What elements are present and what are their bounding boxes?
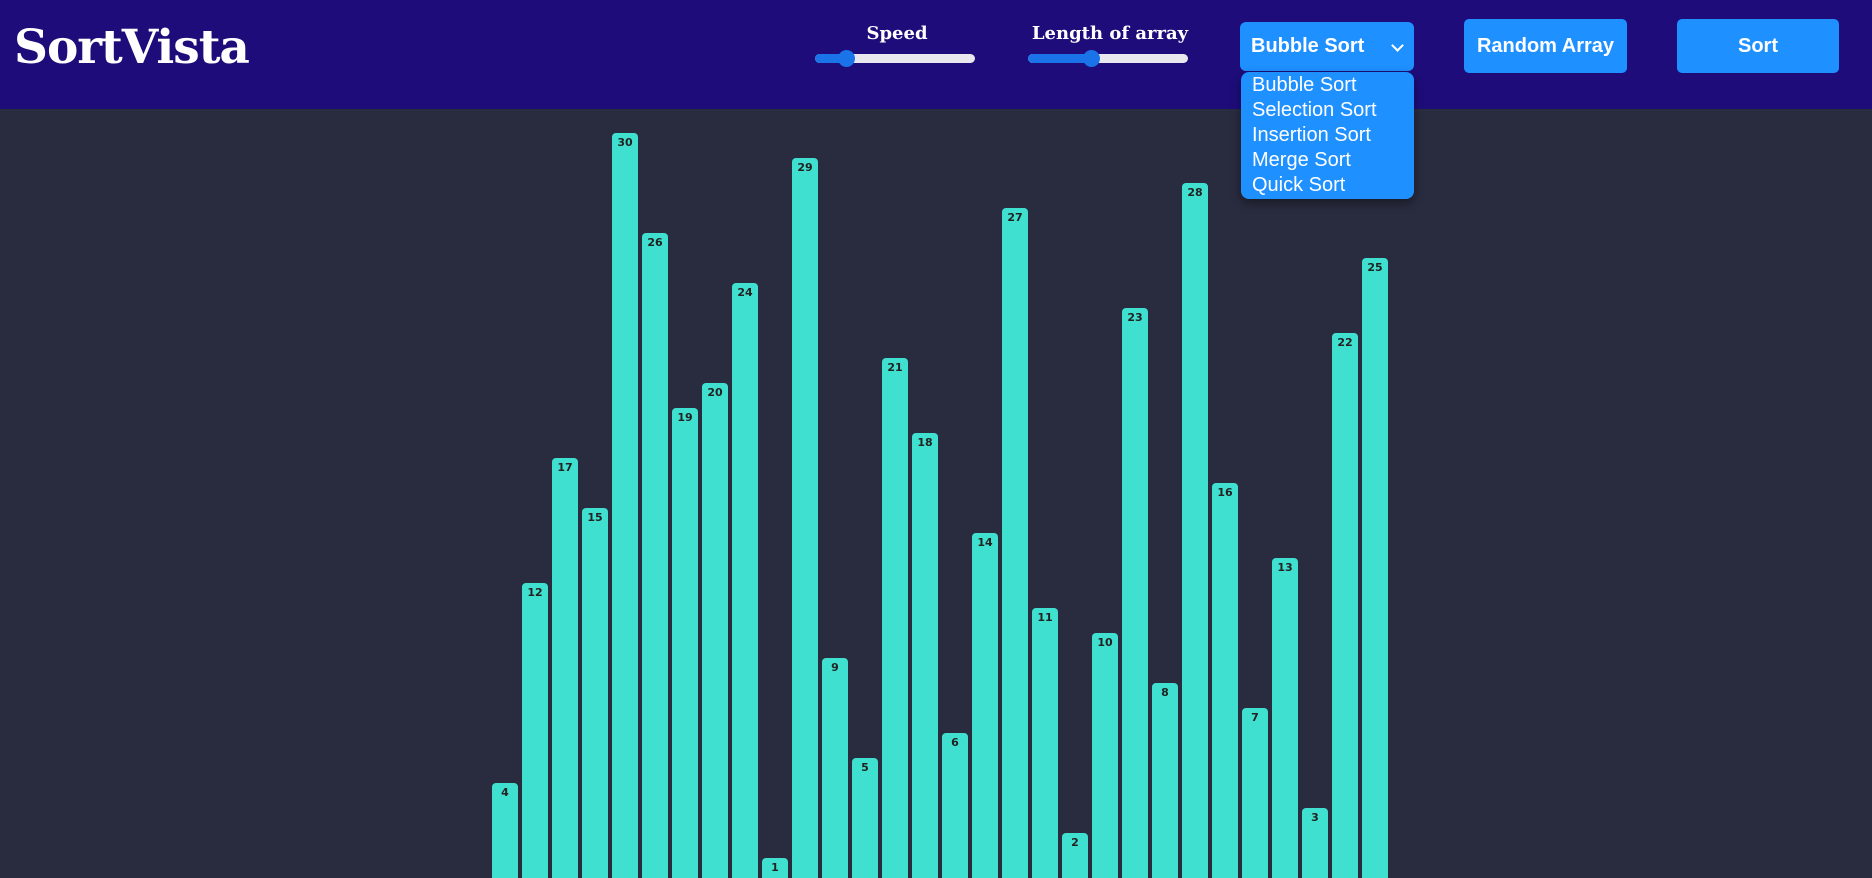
random-array-button[interactable]: Random Array	[1464, 19, 1627, 73]
array-bar	[852, 758, 878, 878]
bar-value-label: 11	[1037, 611, 1052, 624]
array-bar	[1302, 808, 1328, 878]
bar-value-label: 17	[557, 461, 572, 474]
array-bar	[1272, 558, 1298, 878]
array-bar	[582, 508, 608, 878]
array-bar	[1152, 683, 1178, 878]
bar-value-label: 12	[527, 586, 542, 599]
chevron-down-icon	[1391, 39, 1404, 52]
array-bar	[972, 533, 998, 878]
bar-value-label: 16	[1217, 486, 1233, 499]
array-bar	[1062, 833, 1088, 878]
array-bar-chart: 4 12 17 15 30 26 19 20 24 1 29 9 5 21 18 6 14 27 11 2 10 23 8 2…	[492, 133, 1388, 878]
speed-slider[interactable]	[815, 50, 975, 67]
array-bar	[1122, 308, 1148, 878]
array-bar	[1332, 333, 1358, 878]
speed-control: Speed	[815, 21, 979, 71]
bar-value-label: 10	[1097, 636, 1113, 649]
array-bar	[672, 408, 698, 878]
bar-value-label: 4	[501, 786, 509, 799]
bar-value-label: 5	[861, 761, 869, 774]
bar-value-label: 28	[1187, 186, 1202, 199]
length-slider[interactable]	[1028, 50, 1188, 67]
app-title: SortVista	[14, 20, 250, 75]
array-bar	[642, 233, 668, 878]
array-bar	[1182, 183, 1208, 878]
bar-value-label: 14	[977, 536, 993, 549]
dropdown-option-quick-sort[interactable]: Quick Sort	[1252, 174, 1346, 196]
bar-value-label: 6	[951, 736, 959, 749]
length-slider-thumb[interactable]	[1082, 50, 1100, 67]
bar-value-label: 20	[707, 386, 723, 399]
array-bar	[552, 458, 578, 878]
array-bar	[522, 583, 548, 878]
array-bar	[1032, 608, 1058, 878]
speed-label: Speed	[866, 23, 928, 44]
array-bar	[702, 383, 728, 878]
length-slider-fill	[1028, 54, 1091, 63]
algorithm-select-value: Bubble Sort	[1251, 35, 1365, 57]
bar-value-label: 18	[917, 436, 932, 449]
bar-value-label: 15	[587, 511, 602, 524]
array-bar	[792, 158, 818, 878]
header-bar: SortVista Speed Length of array Bubble S…	[0, 0, 1872, 109]
bar-value-label: 26	[647, 236, 663, 249]
array-bar	[1092, 633, 1118, 878]
dropdown-option-insertion-sort[interactable]: Insertion Sort	[1252, 124, 1371, 146]
bar-value-label: 30	[617, 136, 633, 149]
array-bar	[732, 283, 758, 878]
bar-value-label: 23	[1127, 311, 1142, 324]
bar-value-label: 2	[1071, 836, 1079, 849]
array-bar	[942, 733, 968, 878]
algorithm-dropdown-menu: Bubble Sort Selection Sort Insertion Sor…	[1241, 72, 1414, 199]
bar-value-label: 9	[831, 661, 839, 674]
bar-value-label: 25	[1367, 261, 1382, 274]
bar-value-label: 7	[1251, 711, 1259, 724]
bar-value-label: 29	[797, 161, 812, 174]
array-bar	[822, 658, 848, 878]
bar-value-label: 1	[771, 861, 779, 874]
bar-value-label: 3	[1311, 811, 1319, 824]
array-bar	[762, 858, 788, 878]
bar-value-label: 19	[677, 411, 692, 424]
array-bar	[1362, 258, 1388, 878]
array-bar	[1242, 708, 1268, 878]
bar-value-label: 27	[1007, 211, 1022, 224]
speed-slider-thumb[interactable]	[838, 50, 856, 67]
length-control: Length of array	[1028, 21, 1192, 71]
algorithm-select[interactable]: Bubble Sort	[1240, 22, 1414, 71]
bar-value-label: 24	[737, 286, 753, 299]
sort-button[interactable]: Sort	[1677, 19, 1839, 73]
array-bar	[1212, 483, 1238, 878]
speed-slider-fill	[815, 54, 847, 63]
array-bar	[612, 133, 638, 878]
bar-value-label: 8	[1161, 686, 1169, 699]
bar-value-label: 22	[1337, 336, 1352, 349]
array-bar	[882, 358, 908, 878]
length-label: Length of array	[1031, 23, 1189, 44]
bar-value-label: 21	[887, 361, 902, 374]
dropdown-option-selection-sort[interactable]: Selection Sort	[1252, 99, 1377, 121]
array-bar	[1002, 208, 1028, 878]
dropdown-option-bubble-sort[interactable]: Bubble Sort	[1252, 74, 1357, 96]
dropdown-option-merge-sort[interactable]: Merge Sort	[1252, 149, 1351, 171]
bar-value-label: 13	[1277, 561, 1292, 574]
array-bar	[492, 783, 518, 878]
array-bar	[912, 433, 938, 878]
